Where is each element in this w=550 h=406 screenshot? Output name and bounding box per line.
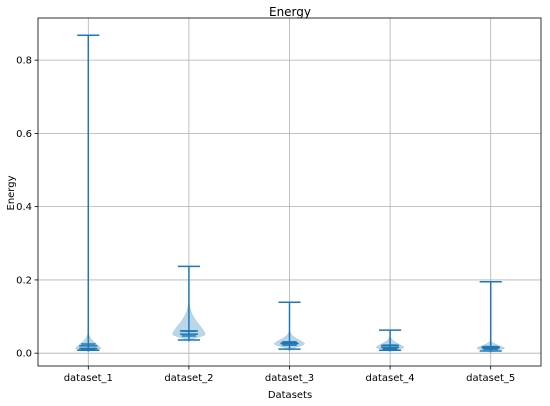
- y-tick-label: 0.4: [16, 202, 32, 213]
- x-tick-label: dataset_4: [366, 373, 415, 384]
- y-tick-label: 0.6: [16, 129, 32, 140]
- violin-stat-lines: [77, 34, 502, 352]
- y-tick-label: 0.0: [16, 349, 32, 360]
- x-tick-label: dataset_3: [265, 373, 314, 384]
- y-axis: 0.0 0.2 0.4 0.6 0.8: [16, 56, 38, 360]
- x-tick-label: dataset_1: [64, 373, 113, 384]
- x-tick-label: dataset_2: [164, 373, 213, 384]
- x-axis: dataset_1 dataset_2 dataset_3 dataset_4 data…: [64, 366, 515, 384]
- x-tick-label: dataset_5: [466, 373, 515, 384]
- y-axis-title: Energy: [6, 175, 17, 210]
- y-tick-label: 0.8: [16, 56, 32, 67]
- chart-title: Energy: [269, 5, 311, 19]
- y-tick-label: 0.2: [16, 275, 32, 286]
- x-axis-title: Datasets: [268, 390, 312, 401]
